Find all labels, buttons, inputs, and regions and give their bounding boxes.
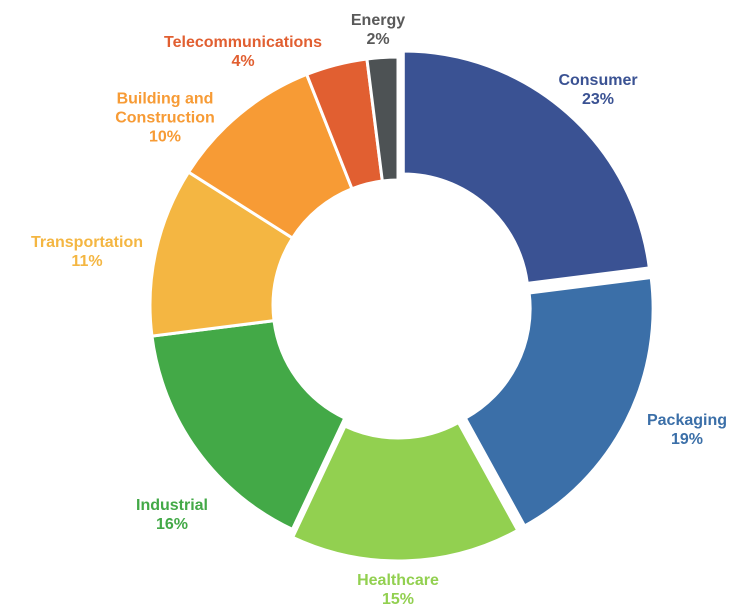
slice-label: Healthcare 15% <box>357 571 439 609</box>
value-label: 11% <box>71 253 103 270</box>
value-label: 16% <box>155 516 189 533</box>
category-name: Transportation <box>30 234 144 251</box>
donut-slice <box>463 275 655 528</box>
category-name: Packaging <box>646 412 728 429</box>
donut-slice <box>150 318 347 532</box>
value-label: 4% <box>231 53 255 70</box>
category-name: Energy <box>350 12 406 29</box>
value-label: 2% <box>366 31 390 48</box>
slice-label: Telecommunications 4% <box>164 33 322 71</box>
slice-label: Transportation 11% <box>31 233 143 271</box>
slice-label: Building and Construction 10% <box>100 90 230 147</box>
category-name: Consumer <box>558 72 638 89</box>
category-name: Telecommunications <box>164 34 322 51</box>
slice-label: Energy 2% <box>351 11 405 49</box>
category-name: Industrial <box>135 497 209 514</box>
value-label: 15% <box>381 591 415 608</box>
donut-slice <box>401 49 652 286</box>
value-label: 10% <box>148 128 182 146</box>
category-name: Building and Construction <box>115 90 215 127</box>
donut-slice <box>365 55 400 183</box>
category-name: Healthcare <box>357 572 439 589</box>
value-label: 19% <box>670 431 704 448</box>
slice-label: Packaging 19% <box>647 411 727 449</box>
donut-slice <box>290 420 520 563</box>
slice-label: Consumer 23% <box>558 71 637 109</box>
slice-label: Industrial 16% <box>136 496 208 534</box>
value-label: 23% <box>581 91 615 108</box>
